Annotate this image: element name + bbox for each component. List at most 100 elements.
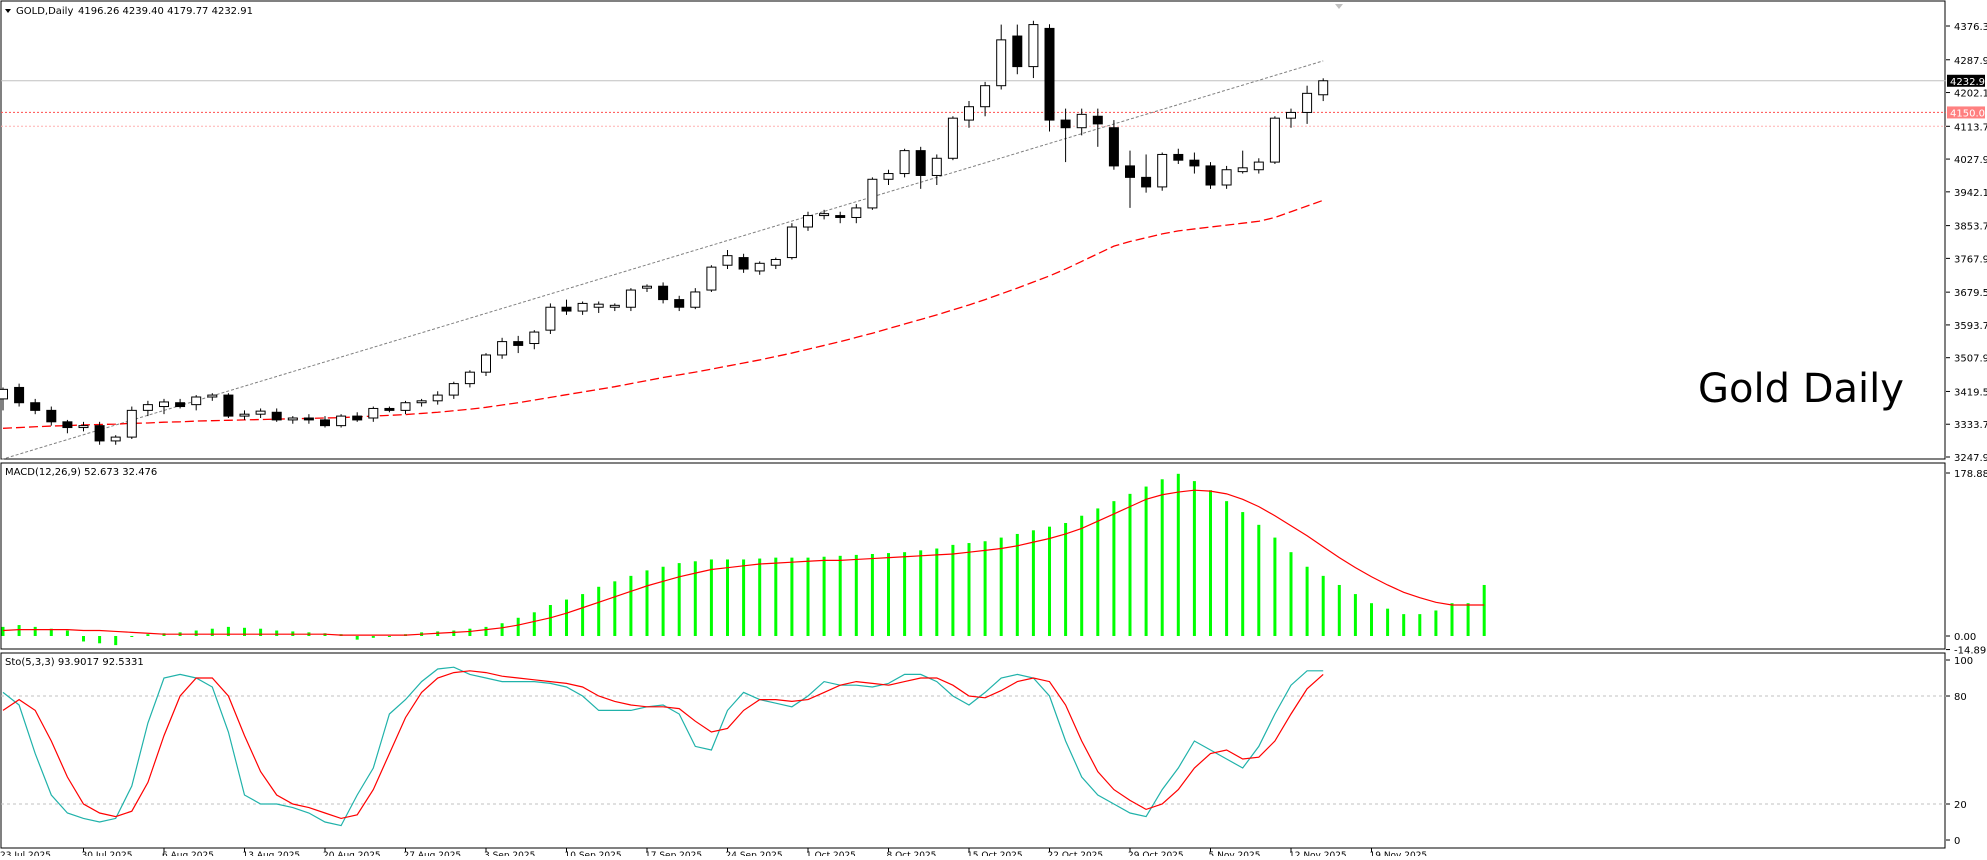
candle bbox=[545, 303, 556, 334]
candle-body-up bbox=[400, 402, 411, 411]
scroll-marker-icon[interactable] bbox=[1335, 4, 1343, 9]
candle bbox=[1157, 152, 1168, 191]
macd-bar bbox=[1305, 566, 1309, 636]
candle-body-down bbox=[62, 421, 73, 429]
macd-bar bbox=[903, 552, 907, 636]
candle-body-up bbox=[416, 400, 427, 404]
candle bbox=[947, 116, 958, 161]
candle-body-down bbox=[46, 409, 57, 423]
candle bbox=[1302, 85, 1313, 124]
macd-bar bbox=[661, 566, 665, 636]
candle bbox=[191, 395, 202, 411]
candle-body-down bbox=[674, 299, 685, 308]
macd-bar bbox=[1080, 515, 1084, 636]
candle bbox=[1044, 24, 1055, 132]
candle bbox=[1221, 165, 1232, 189]
candle bbox=[738, 253, 749, 273]
candle-body-down bbox=[513, 341, 524, 346]
candle bbox=[126, 406, 137, 440]
candle bbox=[94, 421, 105, 445]
macd-tick-label: -14.897 bbox=[1954, 646, 1987, 657]
candle bbox=[819, 209, 830, 220]
macd-bar bbox=[1321, 575, 1325, 636]
macd-bar bbox=[468, 628, 472, 636]
candle bbox=[754, 261, 765, 275]
macd-bar bbox=[1337, 584, 1341, 636]
candle bbox=[996, 24, 1007, 90]
date-tick-label: 15 Oct 2025 bbox=[967, 851, 1023, 856]
candle bbox=[1028, 20, 1039, 79]
candle-body-down bbox=[94, 425, 105, 442]
candle-body-up bbox=[239, 413, 250, 417]
candle bbox=[0, 387, 8, 411]
macd-bar bbox=[838, 555, 842, 636]
macd-bar bbox=[1, 626, 5, 636]
candle-body-up bbox=[1076, 113, 1087, 129]
candle-body-down bbox=[1044, 27, 1055, 121]
macd-bar bbox=[355, 636, 359, 640]
macd-bar bbox=[629, 575, 633, 636]
candle-body-up bbox=[754, 262, 765, 272]
candle-body-down bbox=[658, 285, 669, 301]
candle bbox=[899, 148, 910, 178]
macd-bar bbox=[1144, 486, 1148, 636]
candle-body-up bbox=[464, 371, 475, 385]
macd-bar bbox=[114, 636, 118, 646]
candle-body-up bbox=[706, 266, 717, 291]
candle bbox=[448, 381, 459, 399]
macd-bar bbox=[806, 557, 810, 636]
candle bbox=[1108, 120, 1119, 170]
macd-bar bbox=[387, 636, 391, 637]
macd-bar bbox=[98, 636, 102, 644]
date-tick-label: 6 Aug 2025 bbox=[162, 851, 214, 856]
candle-body-down bbox=[1189, 159, 1200, 167]
candle-body-down bbox=[1012, 35, 1023, 68]
candle bbox=[30, 398, 41, 415]
dropdown-triangle-icon[interactable] bbox=[5, 9, 11, 13]
candle bbox=[1253, 158, 1264, 174]
price-layer bbox=[0, 20, 1946, 461]
candle-body-up bbox=[0, 388, 8, 400]
candle-body-up bbox=[786, 226, 797, 259]
candle-body-up bbox=[1237, 167, 1248, 173]
candle bbox=[1189, 152, 1200, 174]
candle-body-up bbox=[432, 394, 443, 402]
macd-bar bbox=[1353, 594, 1357, 636]
macd-bar bbox=[1418, 614, 1422, 636]
chart-symbol: GOLD,Daily bbox=[16, 6, 73, 17]
price-tick-label: 3942.10 bbox=[1954, 188, 1987, 199]
candle bbox=[803, 211, 813, 231]
macd-bar bbox=[65, 630, 69, 636]
candle bbox=[577, 301, 588, 315]
macd-bar bbox=[822, 556, 826, 636]
candle bbox=[931, 154, 942, 186]
candle bbox=[464, 370, 475, 388]
candle bbox=[142, 400, 153, 417]
macd-bar bbox=[1241, 512, 1245, 636]
candle bbox=[46, 406, 57, 426]
macd-bar bbox=[130, 636, 134, 637]
macd-bar bbox=[275, 630, 279, 636]
date-tick-label: 1 Oct 2025 bbox=[806, 851, 856, 856]
candle bbox=[497, 337, 508, 359]
level-tag bbox=[1947, 106, 1985, 119]
date-tick-label: 19 Nov 2025 bbox=[1370, 851, 1428, 856]
macd-bar bbox=[371, 636, 375, 638]
candle-body-up bbox=[803, 215, 813, 228]
price-tick-label: 3333.70 bbox=[1954, 420, 1987, 431]
candle bbox=[883, 169, 894, 186]
candle-body-up bbox=[287, 417, 298, 421]
macd-bar bbox=[452, 630, 456, 636]
candle-body-up bbox=[78, 425, 89, 429]
candle bbox=[1012, 24, 1023, 75]
price-tick-label: 3679.50 bbox=[1954, 288, 1987, 299]
candle-body-down bbox=[384, 407, 395, 411]
macd-bar bbox=[1370, 603, 1373, 636]
candle bbox=[207, 393, 218, 401]
stochastic-axis: 100 80 20 0 bbox=[1946, 656, 1973, 847]
candle-body-up bbox=[191, 396, 202, 406]
date-tick-label: 13 Aug 2025 bbox=[243, 851, 301, 856]
macd-bar bbox=[243, 627, 246, 636]
candle bbox=[1173, 148, 1184, 165]
